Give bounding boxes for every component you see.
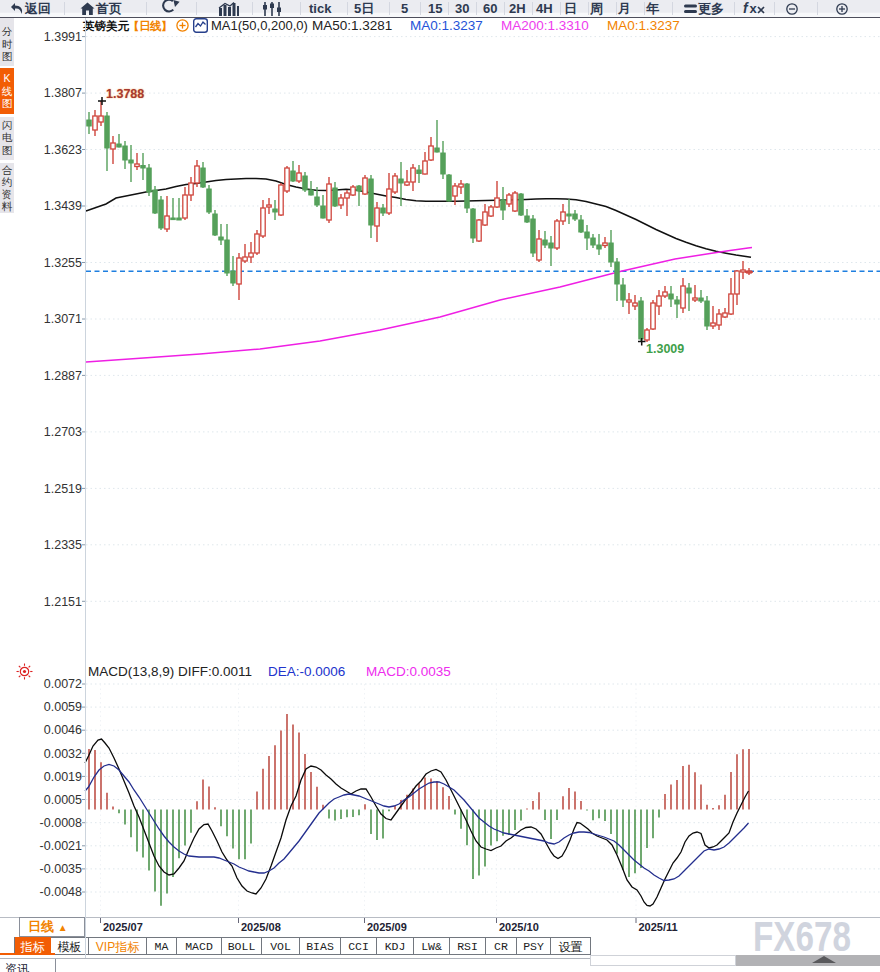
svg-text:FX678: FX678: [753, 912, 851, 960]
